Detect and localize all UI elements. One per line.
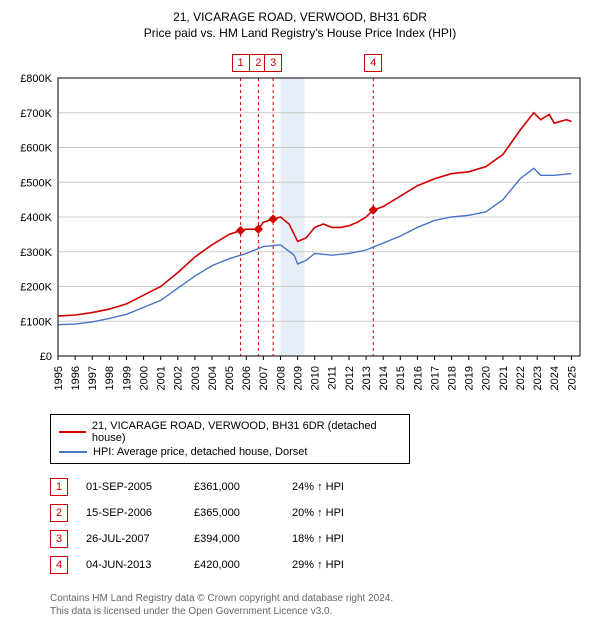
svg-text:2017: 2017: [429, 366, 441, 390]
svg-text:2005: 2005: [224, 366, 236, 390]
svg-text:1998: 1998: [104, 366, 116, 390]
footnote-line-1: Contains HM Land Registry data © Crown c…: [50, 592, 590, 605]
legend-label: HPI: Average price, detached house, Dors…: [93, 446, 307, 458]
sales-badge: 3: [50, 530, 68, 548]
sales-date: 04-JUN-2013: [86, 559, 176, 571]
svg-text:£600K: £600K: [20, 143, 52, 155]
svg-text:2014: 2014: [378, 366, 390, 390]
sales-row: 3 26-JUL-2007 £394,000 18% ↑ HPI: [50, 526, 590, 552]
legend-label: 21, VICARAGE ROAD, VERWOOD, BH31 6DR (de…: [92, 420, 401, 444]
legend-swatch: [59, 451, 87, 453]
title-line-1: 21, VICARAGE ROAD, VERWOOD, BH31 6DR: [10, 10, 590, 24]
sales-date: 26-JUL-2007: [86, 533, 176, 545]
legend-swatch: [59, 431, 86, 433]
sales-row: 2 15-SEP-2006 £365,000 20% ↑ HPI: [50, 500, 590, 526]
footnote-line-2: This data is licensed under the Open Gov…: [50, 605, 590, 618]
svg-text:2022: 2022: [515, 366, 527, 390]
svg-text:£500K: £500K: [20, 177, 52, 189]
svg-text:2002: 2002: [173, 366, 185, 390]
svg-text:2013: 2013: [361, 366, 373, 390]
sales-diff: 24% ↑ HPI: [292, 481, 382, 493]
sales-row: 1 01-SEP-2005 £361,000 24% ↑ HPI: [50, 474, 590, 500]
sales-table: 1 01-SEP-2005 £361,000 24% ↑ HPI 2 15-SEP-200…: [50, 474, 590, 578]
title-line-2: Price paid vs. HM Land Registry's House …: [10, 26, 590, 40]
svg-text:2010: 2010: [310, 366, 322, 390]
svg-text:2024: 2024: [549, 366, 561, 390]
sales-date: 01-SEP-2005: [86, 481, 176, 493]
svg-text:2016: 2016: [412, 366, 424, 390]
footnote: Contains HM Land Registry data © Crown c…: [50, 592, 590, 618]
svg-text:£200K: £200K: [20, 282, 52, 294]
svg-text:1996: 1996: [70, 366, 82, 390]
svg-text:2025: 2025: [566, 366, 578, 390]
svg-text:2001: 2001: [156, 366, 168, 390]
svg-text:2015: 2015: [395, 366, 407, 390]
svg-text:2009: 2009: [292, 366, 304, 390]
sales-badge: 4: [50, 556, 68, 574]
legend: 21, VICARAGE ROAD, VERWOOD, BH31 6DR (de…: [50, 414, 410, 464]
svg-text:2018: 2018: [446, 366, 458, 390]
svg-text:2020: 2020: [481, 366, 493, 390]
svg-text:2000: 2000: [138, 366, 150, 390]
svg-text:2023: 2023: [532, 366, 544, 390]
sales-price: £365,000: [194, 507, 274, 519]
sales-price: £420,000: [194, 559, 274, 571]
legend-row: 21, VICARAGE ROAD, VERWOOD, BH31 6DR (de…: [59, 419, 401, 445]
svg-text:1999: 1999: [121, 366, 133, 390]
chart-area: £0 £100K £200K £300K £400K £500K £600K £700K £80…: [10, 48, 590, 408]
sales-badge: 2: [50, 504, 68, 522]
svg-text:1997: 1997: [87, 366, 99, 390]
svg-text:2003: 2003: [190, 366, 202, 390]
svg-text:2006: 2006: [241, 366, 253, 390]
svg-text:£300K: £300K: [20, 247, 52, 259]
svg-text:2012: 2012: [344, 366, 356, 390]
sales-row: 4 04-JUN-2013 £420,000 29% ↑ HPI: [50, 552, 590, 578]
sales-date: 15-SEP-2006: [86, 507, 176, 519]
sales-diff: 29% ↑ HPI: [292, 559, 382, 571]
sales-price: £361,000: [194, 481, 274, 493]
svg-text:2004: 2004: [207, 366, 219, 390]
chart-container: 21, VICARAGE ROAD, VERWOOD, BH31 6DR Pri…: [0, 0, 600, 628]
title-block: 21, VICARAGE ROAD, VERWOOD, BH31 6DR Pri…: [10, 10, 590, 40]
svg-text:£0: £0: [40, 351, 52, 363]
svg-text:£700K: £700K: [20, 108, 52, 120]
sales-price: £394,000: [194, 533, 274, 545]
svg-text:£800K: £800K: [20, 73, 52, 85]
svg-text:£400K: £400K: [20, 212, 52, 224]
svg-text:2021: 2021: [498, 366, 510, 390]
chart-svg: £0 £100K £200K £300K £400K £500K £600K £700K £80…: [10, 48, 590, 408]
svg-text:2008: 2008: [275, 366, 287, 390]
svg-text:1995: 1995: [53, 366, 65, 390]
svg-text:2019: 2019: [464, 366, 476, 390]
svg-text:2007: 2007: [258, 366, 270, 390]
svg-text:£100K: £100K: [20, 316, 52, 328]
svg-text:2011: 2011: [327, 366, 339, 390]
sales-diff: 20% ↑ HPI: [292, 507, 382, 519]
sales-diff: 18% ↑ HPI: [292, 533, 382, 545]
sales-badge: 1: [50, 478, 68, 496]
legend-row: HPI: Average price, detached house, Dors…: [59, 445, 401, 459]
